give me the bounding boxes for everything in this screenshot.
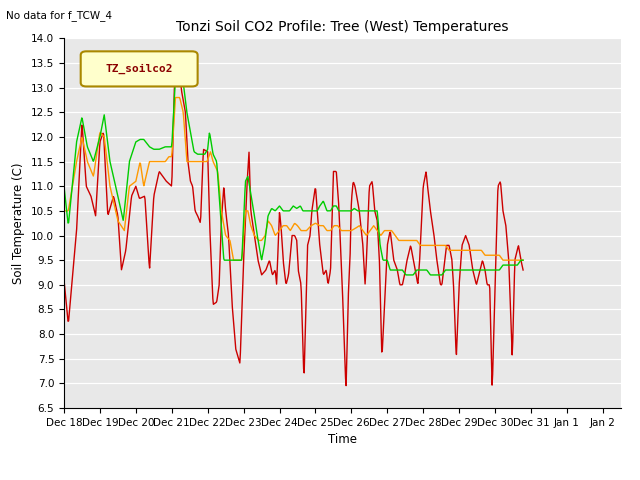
Title: Tonzi Soil CO2 Profile: Tree (West) Temperatures: Tonzi Soil CO2 Profile: Tree (West) Temp… — [176, 21, 509, 35]
-4cm — [230, 257, 238, 263]
-4cm — [340, 228, 348, 233]
-4cm — [354, 224, 362, 230]
-4cm — [519, 257, 527, 263]
-8cm — [60, 183, 68, 189]
-4cm — [172, 95, 179, 100]
-8cm — [353, 207, 361, 213]
-8cm — [519, 257, 527, 263]
Text: TZ_soilco2: TZ_soilco2 — [106, 63, 173, 74]
-8cm — [172, 75, 179, 81]
X-axis label: Time: Time — [328, 433, 357, 446]
-2cm — [60, 277, 68, 283]
-4cm — [410, 238, 417, 243]
Y-axis label: Soil Temperature (C): Soil Temperature (C) — [12, 162, 26, 284]
-8cm — [327, 207, 335, 213]
-2cm — [519, 267, 527, 273]
Text: No data for f_TCW_4: No data for f_TCW_4 — [6, 10, 113, 21]
-2cm — [327, 245, 335, 251]
-4cm — [328, 226, 335, 232]
Legend: -2cm, -4cm, -8cm: -2cm, -4cm, -8cm — [217, 477, 468, 480]
-2cm — [410, 257, 417, 263]
-2cm — [88, 198, 96, 204]
-8cm — [339, 208, 347, 214]
-2cm — [354, 198, 362, 204]
-2cm — [339, 311, 347, 316]
-8cm — [88, 156, 96, 161]
-4cm — [60, 208, 68, 214]
-2cm — [175, 61, 182, 67]
Line: -4cm: -4cm — [64, 97, 523, 260]
-8cm — [456, 267, 464, 273]
-2cm — [456, 264, 464, 270]
-8cm — [403, 272, 410, 278]
FancyBboxPatch shape — [81, 51, 198, 86]
Line: -2cm: -2cm — [64, 64, 523, 385]
-8cm — [410, 272, 417, 277]
Line: -8cm: -8cm — [64, 78, 523, 275]
-2cm — [342, 383, 350, 388]
-4cm — [88, 170, 96, 176]
-4cm — [456, 247, 464, 253]
